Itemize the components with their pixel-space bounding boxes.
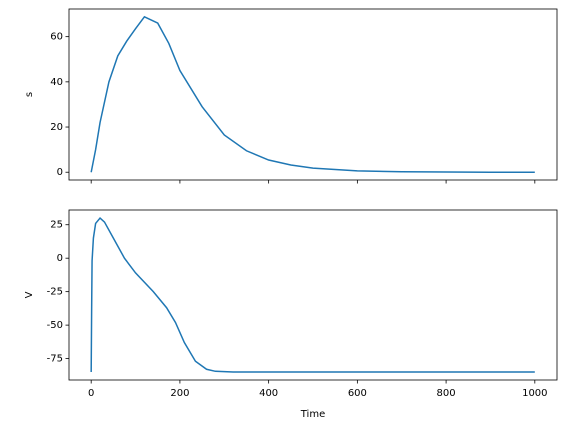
line: [90, 15, 535, 173]
y-tick-label: 60: [50, 32, 63, 43]
y-tick-label: -25: [47, 287, 63, 298]
y-tick-label: 0: [57, 167, 63, 178]
x-tick-label: 600: [348, 388, 367, 399]
y-tick-label: -75: [47, 354, 63, 365]
x-tick-label: 200: [170, 388, 189, 399]
y-tick-label: 25: [50, 220, 63, 231]
y-axis-label: s: [24, 92, 35, 97]
x-axis-label: Time: [300, 409, 325, 420]
y-tick-label: 20: [50, 122, 63, 133]
y-tick-label: -50: [47, 320, 63, 331]
y-axis-label: V: [24, 291, 35, 298]
x-tick-label: 1000: [522, 388, 547, 399]
x-tick-label: 400: [259, 388, 278, 399]
x-tick-label: 800: [437, 388, 456, 399]
y-tick-label: 40: [50, 77, 63, 88]
axes-frame: [68, 209, 558, 381]
line: [90, 216, 535, 373]
x-tick-label: 0: [88, 388, 94, 399]
axes-frame: [68, 8, 558, 181]
y-tick-label: 0: [57, 253, 63, 264]
